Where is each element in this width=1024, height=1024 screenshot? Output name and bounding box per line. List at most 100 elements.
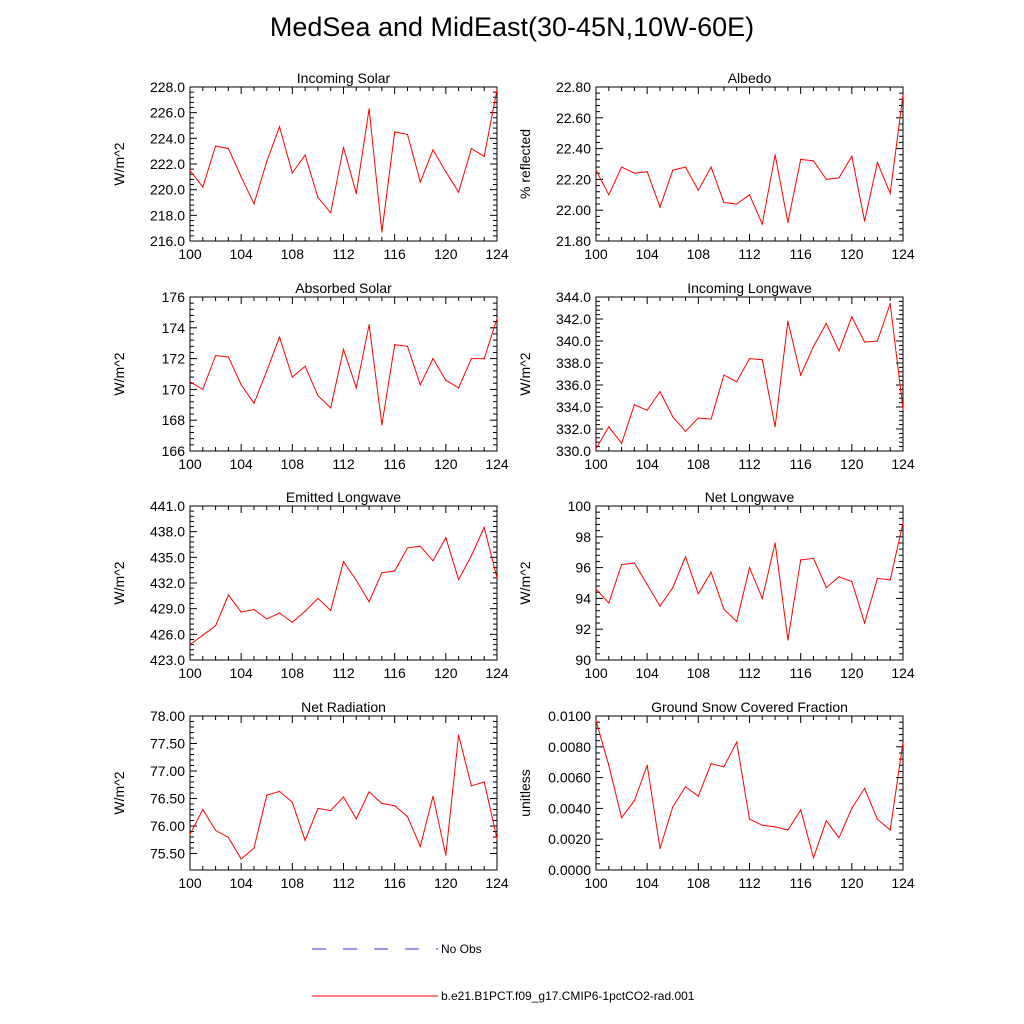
data-point (381, 572, 383, 574)
x-tick-label: 104 (635, 875, 659, 891)
data-point (368, 791, 370, 793)
y-tick-label: 77.00 (150, 763, 185, 779)
data-point (278, 612, 281, 614)
x-tick-label: 124 (485, 665, 509, 681)
x-tick-label: 116 (384, 665, 407, 681)
plot-frame (189, 86, 498, 242)
data-point (304, 610, 306, 612)
data-point (825, 587, 827, 589)
x-tick-label: 100 (584, 246, 608, 262)
x-tick-label: 124 (485, 246, 509, 262)
data-point (496, 838, 498, 840)
y-tick-label: 438.0 (150, 524, 185, 540)
data-point (697, 593, 699, 595)
y-tick-label: 90 (575, 652, 591, 668)
data-point (736, 741, 738, 743)
panel-title: Emitted Longwave (286, 489, 401, 505)
data-point (672, 416, 674, 418)
data-point (291, 172, 293, 174)
data-point (227, 148, 229, 150)
x-tick-label: 120 (434, 246, 458, 262)
data-point (697, 189, 699, 191)
data-point (202, 186, 204, 188)
data-point (227, 594, 229, 596)
data-point (761, 824, 763, 826)
data-point (317, 196, 319, 198)
data-point (483, 781, 485, 783)
y-tick-label: 76.00 (150, 818, 185, 834)
data-point (483, 358, 485, 360)
data-point (394, 344, 396, 346)
series-line (189, 89, 498, 233)
x-tick-label: 112 (738, 246, 761, 262)
data-point (419, 845, 421, 847)
data-point (736, 203, 738, 205)
data-point (266, 370, 268, 372)
data-point (330, 407, 332, 409)
x-tick-label: 104 (635, 456, 659, 472)
data-point (851, 316, 853, 318)
data-point (889, 579, 891, 581)
y-tick-label: 218.0 (150, 207, 185, 223)
x-tick-label: 104 (229, 246, 253, 262)
data-point (445, 379, 447, 381)
y-tick-label: 22.80 (556, 79, 591, 95)
y-axis-label: W/m^2 (517, 561, 533, 604)
data-point (368, 108, 370, 110)
data-point (736, 381, 738, 383)
data-point (723, 608, 725, 610)
data-point (189, 169, 191, 172)
data-point (851, 580, 853, 583)
data-point (214, 145, 217, 147)
data-point (595, 588, 597, 590)
x-tick-label: 104 (635, 665, 659, 681)
data-point (838, 837, 840, 839)
data-point (787, 320, 789, 322)
y-axis-label: W/m^2 (111, 142, 127, 185)
x-tick-label: 120 (840, 456, 864, 472)
y-tick-label: 334.0 (556, 399, 591, 415)
data-point (774, 542, 776, 544)
data-point (419, 545, 421, 547)
data-point (672, 587, 674, 589)
x-tick-label: 104 (229, 456, 253, 472)
x-tick-label: 108 (281, 875, 305, 891)
series-line (189, 318, 498, 425)
x-tick-label: 104 (635, 246, 659, 262)
y-tick-label: 435.0 (150, 549, 185, 565)
data-point (595, 169, 597, 171)
y-tick-label: 0.0080 (548, 739, 591, 755)
x-tick-label: 108 (281, 665, 305, 681)
data-point (214, 625, 217, 627)
y-axis-label: W/m^2 (517, 352, 533, 395)
x-tick-label: 112 (332, 665, 355, 681)
y-tick-label: 0.0000 (548, 862, 591, 878)
x-tick-label: 104 (229, 875, 253, 891)
x-tick-label: 120 (840, 665, 864, 681)
data-point (330, 609, 332, 611)
data-point (278, 336, 281, 338)
data-point (470, 785, 473, 787)
data-point (646, 764, 648, 766)
data-point (266, 160, 268, 163)
panel-title: Albedo (728, 70, 772, 86)
y-tick-label: 75.50 (150, 846, 185, 862)
x-tick-label: 108 (687, 665, 711, 681)
data-point (608, 194, 610, 196)
y-tick-label: 78.00 (150, 708, 185, 724)
data-point (266, 618, 268, 620)
x-tick-label: 112 (738, 665, 761, 681)
data-point (838, 576, 840, 578)
data-point (838, 350, 840, 352)
data-point (406, 547, 409, 549)
x-tick-label: 100 (178, 456, 202, 472)
x-tick-label: 112 (332, 875, 355, 891)
y-tick-label: 338.0 (556, 355, 591, 371)
y-tick-label: 441.0 (150, 498, 185, 514)
panel-title: Incoming Solar (297, 70, 391, 86)
data-point (800, 559, 802, 561)
y-tick-label: 172 (162, 351, 186, 367)
chart-panel-1: Incoming Solar W/m^2 216.0 218.0 220.0 222.0 2… (111, 70, 509, 262)
x-tick-label: 124 (891, 456, 915, 472)
